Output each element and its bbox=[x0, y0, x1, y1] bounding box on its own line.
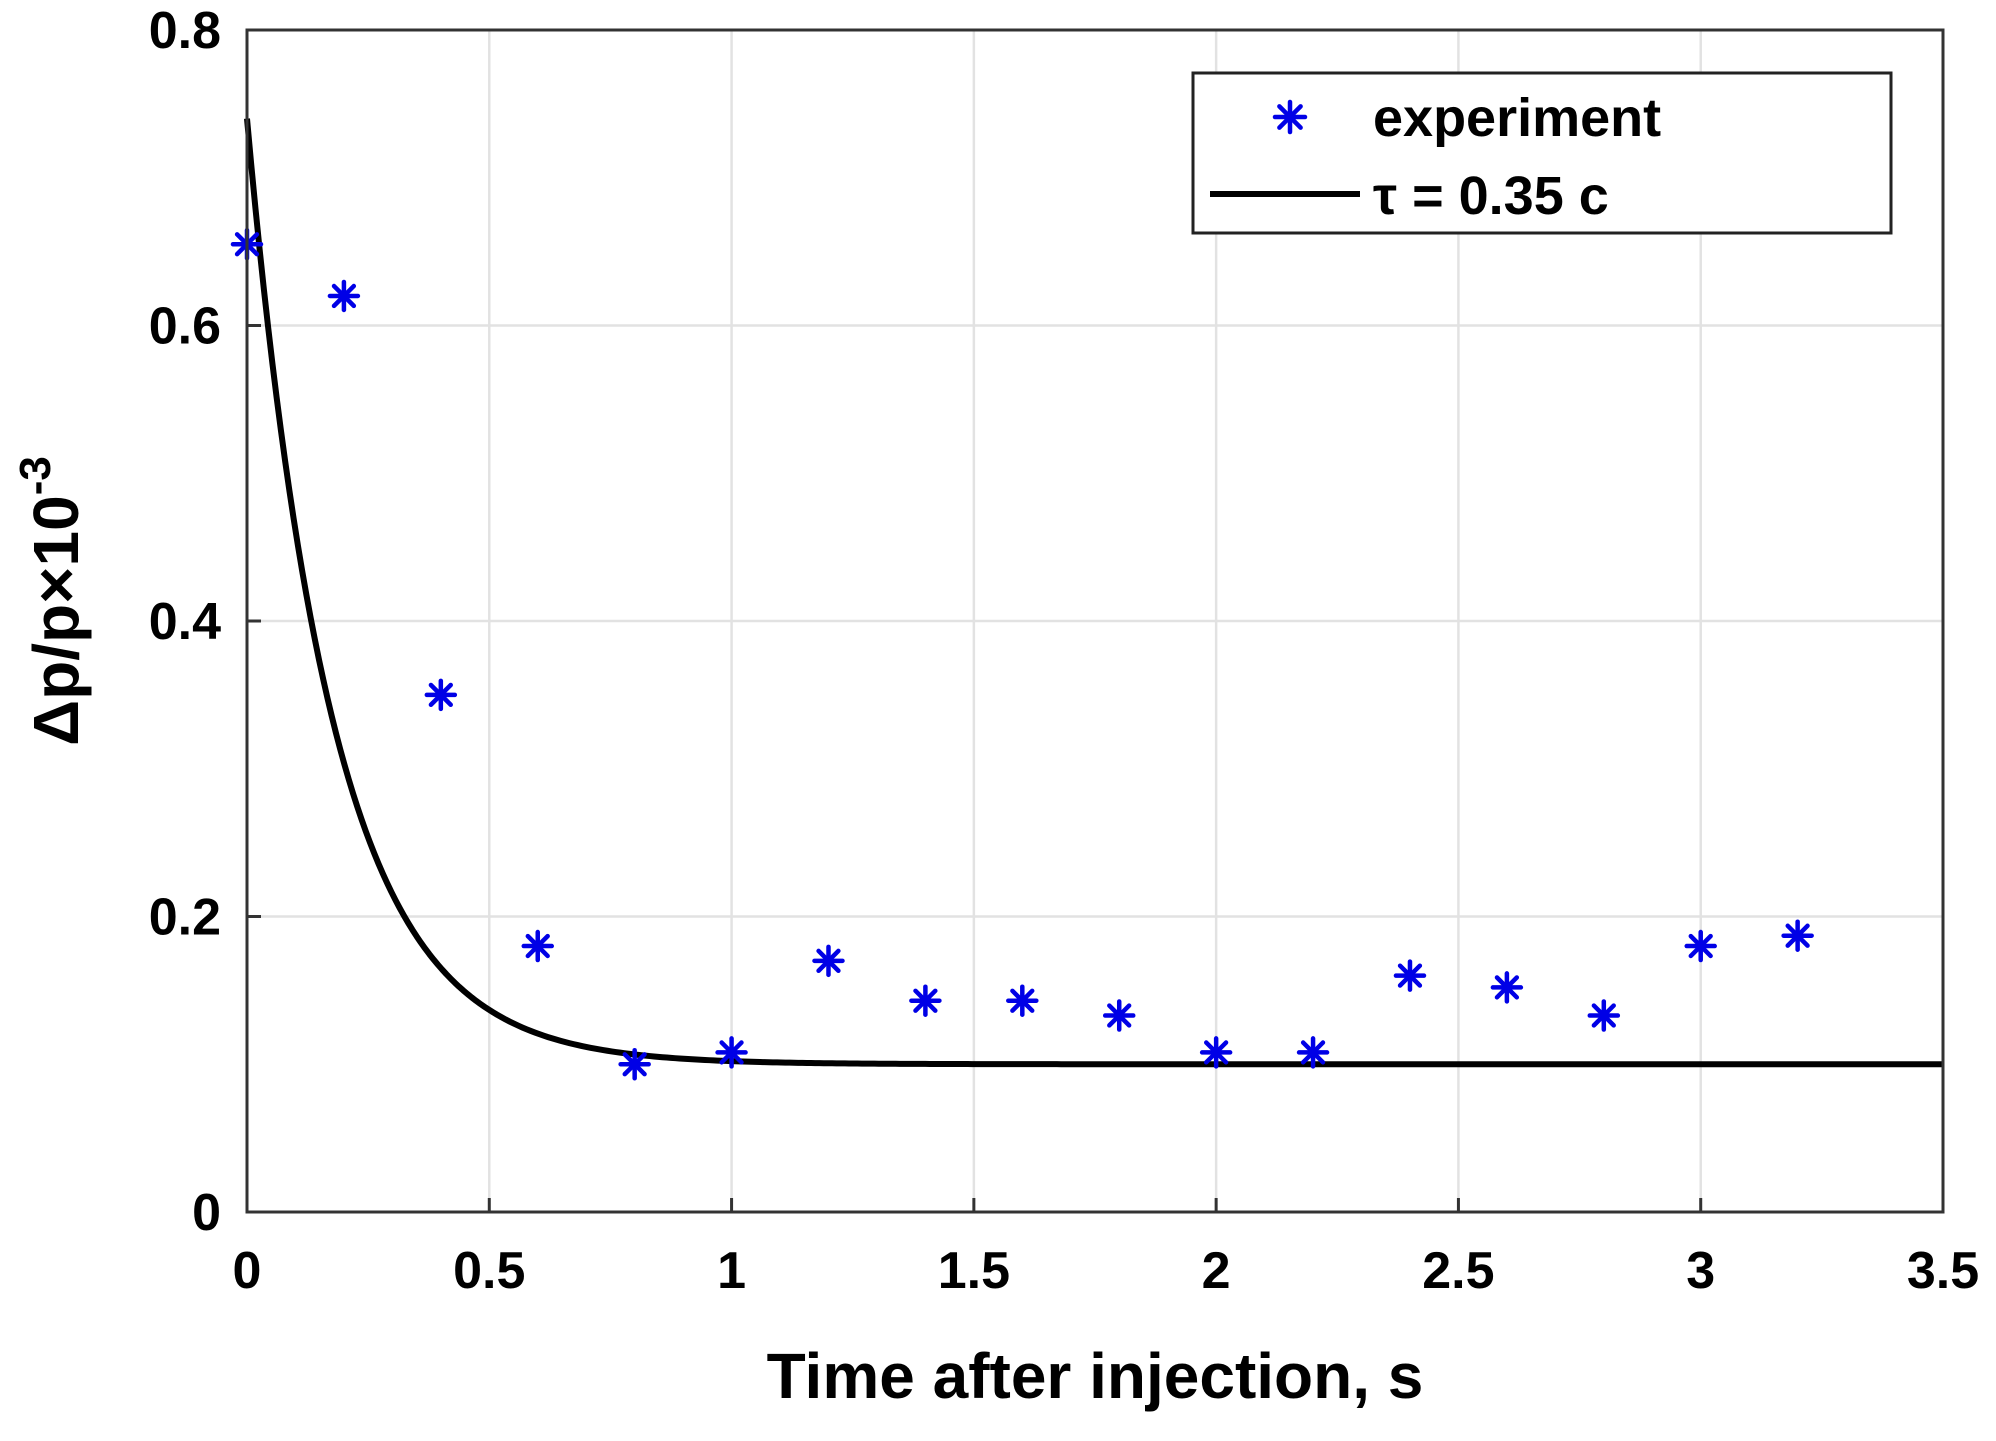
x-tick-label: 0.5 bbox=[453, 1242, 525, 1300]
experiment-point bbox=[618, 1048, 651, 1081]
experiment-point bbox=[327, 279, 361, 313]
y-axis-title-main: Δp/p×10 bbox=[20, 495, 92, 746]
legend-box bbox=[1191, 71, 1893, 235]
experiment-point bbox=[812, 944, 845, 978]
experiment-point bbox=[1296, 1036, 1330, 1069]
legend: experiment τ = 0.35 c bbox=[1191, 71, 1893, 235]
experiment-point bbox=[1490, 971, 1524, 1004]
experiment-point bbox=[715, 1036, 748, 1069]
experiment-point bbox=[521, 929, 554, 963]
x-tick-label: 1 bbox=[717, 1242, 746, 1300]
x-tick-label: 2 bbox=[1202, 1242, 1231, 1300]
x-tick-label: 1.5 bbox=[938, 1242, 1010, 1300]
y-axis-title-exponent: -3 bbox=[11, 456, 60, 495]
y-tick-label: 0 bbox=[192, 1184, 221, 1242]
experiment-point bbox=[424, 678, 458, 712]
legend-label-fit: τ = 0.35 c bbox=[1373, 166, 1609, 226]
experiment-point bbox=[1006, 984, 1039, 1017]
legend-star-icon bbox=[1272, 99, 1308, 135]
x-tick-label: 3.5 bbox=[1907, 1242, 1979, 1300]
experiment-point bbox=[1199, 1036, 1233, 1069]
x-tick-label: 3 bbox=[1686, 1242, 1715, 1300]
y-tick-label: 0.4 bbox=[149, 593, 221, 651]
y-tick-label: 0.6 bbox=[149, 298, 221, 356]
experiment-point bbox=[1587, 999, 1621, 1032]
tick-labels: 0 0.5 1 1.5 2 2.5 3 3.5 0 0.2 0.4 0.6 0.8 bbox=[149, 2, 1979, 1300]
y-tick-label: 0.8 bbox=[149, 2, 221, 60]
plot-area bbox=[230, 118, 1943, 1081]
fit-curve-line bbox=[244, 118, 1943, 1068]
experiment-point bbox=[1393, 959, 1427, 992]
x-tick-label: 0 bbox=[233, 1242, 262, 1300]
legend-label-experiment: experiment bbox=[1373, 88, 1661, 148]
y-axis-title: Δp/p×10-3 bbox=[11, 456, 92, 746]
x-axis-title: Time after injection, s bbox=[767, 1340, 1424, 1412]
x-tick-label: 2.5 bbox=[1422, 1242, 1494, 1300]
experiment-point bbox=[909, 984, 942, 1017]
experiment-point bbox=[1102, 999, 1136, 1032]
legend-marker-experiment bbox=[1272, 99, 1308, 135]
experiment-point bbox=[1684, 929, 1717, 963]
experiment-point bbox=[1781, 919, 1814, 952]
y-tick-label: 0.2 bbox=[149, 889, 221, 947]
